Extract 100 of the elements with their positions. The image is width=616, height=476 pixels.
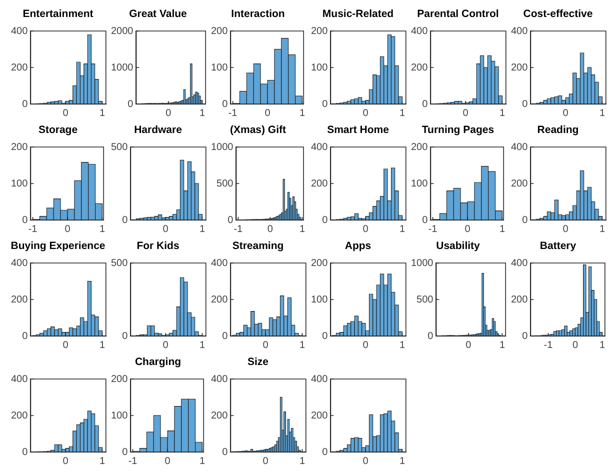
chart-title: Storage <box>37 124 79 138</box>
y-tick-label: 100 <box>410 178 428 190</box>
x-tick-label: 0 <box>162 340 169 351</box>
x-tick-label: 0 <box>62 340 69 351</box>
x-tick-label: -1 <box>128 456 138 467</box>
y-tick-label: 200 <box>510 62 528 74</box>
y-tick-label: 100 <box>310 62 328 74</box>
y-tick-label: 400 <box>10 374 28 385</box>
y-tick-label: 0 <box>322 446 328 458</box>
y-tick-label: 0 <box>522 330 528 342</box>
y-tick-label: 400 <box>510 258 528 269</box>
x-tick-label: 0 <box>262 340 269 351</box>
chart-title: Buying Experience <box>10 240 106 254</box>
x-tick-label: 1 <box>499 224 506 235</box>
x-tick-label: 1 <box>199 456 206 467</box>
chart-title: Hardware <box>133 124 183 138</box>
x-tick-label: 1 <box>599 108 606 119</box>
y-tick-label: 400 <box>210 258 228 269</box>
x-tick-label: 1 <box>299 456 306 467</box>
y-tick-label: 400 <box>510 26 528 37</box>
y-tick-label: 500 <box>110 142 128 153</box>
chart-title: Turning Pages <box>420 124 496 138</box>
x-tick-label: 0 <box>62 456 69 467</box>
x-tick-label: 1 <box>299 224 306 235</box>
x-tick-label: 1 <box>99 456 106 467</box>
y-tick-label: 0 <box>22 98 28 110</box>
y-tick-label: 0 <box>422 98 428 110</box>
y-tick-label: 200 <box>10 142 28 153</box>
x-tick-label: 1 <box>599 340 606 351</box>
y-tick-label: 500 <box>416 294 434 306</box>
y-tick-label: 0 <box>22 214 28 226</box>
y-tick-label: 0 <box>222 446 228 458</box>
x-tick-label: 1 <box>399 224 406 235</box>
y-tick-label: 100 <box>10 178 28 190</box>
chart-title: (Xmas) Gift <box>228 124 287 138</box>
y-tick-label: 200 <box>310 258 328 269</box>
chart-title: Entertainment <box>22 8 94 22</box>
y-tick-label: 200 <box>510 178 528 190</box>
y-tick-label: 100 <box>110 410 128 422</box>
x-tick-label: 1 <box>99 340 106 351</box>
x-tick-label: 1 <box>99 224 106 235</box>
x-tick-label: 0 <box>262 456 269 467</box>
y-tick-label: 1000 <box>110 62 134 74</box>
x-tick-label: 0 <box>162 224 169 235</box>
y-tick-label: 200 <box>410 142 428 153</box>
y-tick-label: 100 <box>210 62 228 74</box>
y-tick-label: 200 <box>10 294 28 306</box>
x-tick-label: -1 <box>428 224 438 235</box>
chart-title: Usability <box>435 240 481 254</box>
x-tick-label: 0 <box>464 224 471 235</box>
y-tick-label: 1000 <box>410 258 434 269</box>
x-tick-label: 1 <box>199 340 206 351</box>
y-tick-label: 400 <box>510 142 528 153</box>
x-tick-label: 0 <box>466 340 472 351</box>
x-tick-label: 1 <box>499 340 506 351</box>
x-tick-label: 0 <box>264 108 271 119</box>
chart-title: Reading <box>536 124 580 138</box>
x-tick-label: 0 <box>572 340 578 351</box>
y-tick-label: 200 <box>410 62 428 74</box>
y-tick-label: 0 <box>228 214 234 226</box>
y-tick-label: 200 <box>10 410 28 422</box>
y-tick-label: 0 <box>322 330 328 342</box>
y-tick-label: 0 <box>522 214 528 226</box>
chart-title: Streaming <box>231 240 285 254</box>
chart-title: Smart Home <box>326 124 390 138</box>
y-tick-label: 0 <box>122 446 128 458</box>
y-tick-label: 400 <box>310 374 328 385</box>
y-tick-label: 1000 <box>210 142 234 153</box>
x-tick-label: 0 <box>362 456 369 467</box>
chart-title: Charging <box>134 356 182 370</box>
x-tick-label: 1 <box>499 108 506 119</box>
y-tick-label: 100 <box>310 294 328 306</box>
y-tick-label: 2000 <box>110 26 134 37</box>
x-tick-label: -1 <box>234 224 244 235</box>
y-tick-label: 0 <box>322 214 328 226</box>
y-tick-label: 200 <box>310 410 328 422</box>
y-tick-label: 200 <box>10 62 28 74</box>
y-tick-label: 0 <box>22 446 28 458</box>
x-tick-label: -1 <box>544 340 554 351</box>
y-tick-label: 0 <box>322 98 328 110</box>
y-tick-label: 0 <box>522 98 528 110</box>
x-tick-label: -1 <box>228 108 238 119</box>
x-tick-label: 0 <box>166 108 172 119</box>
x-tick-label: 1 <box>599 224 606 235</box>
x-tick-label: 0 <box>562 108 569 119</box>
chart-title: Music-Related <box>321 8 395 22</box>
chart-title: Size <box>246 356 270 370</box>
x-tick-label: 1 <box>99 108 106 119</box>
y-tick-label: 0 <box>122 330 128 342</box>
chart-title: Battery <box>538 240 578 254</box>
x-tick-label: 0 <box>462 108 469 119</box>
y-tick-label: 200 <box>210 294 228 306</box>
y-tick-label: 400 <box>410 26 428 37</box>
chart-title: Cost-effective <box>522 8 594 22</box>
x-tick-label: 0 <box>267 224 274 235</box>
x-tick-label: 1 <box>199 108 206 119</box>
x-tick-label: -1 <box>28 224 38 235</box>
x-tick-label: 1 <box>299 108 306 119</box>
y-tick-label: 400 <box>10 258 28 269</box>
y-tick-label: 200 <box>310 26 328 37</box>
